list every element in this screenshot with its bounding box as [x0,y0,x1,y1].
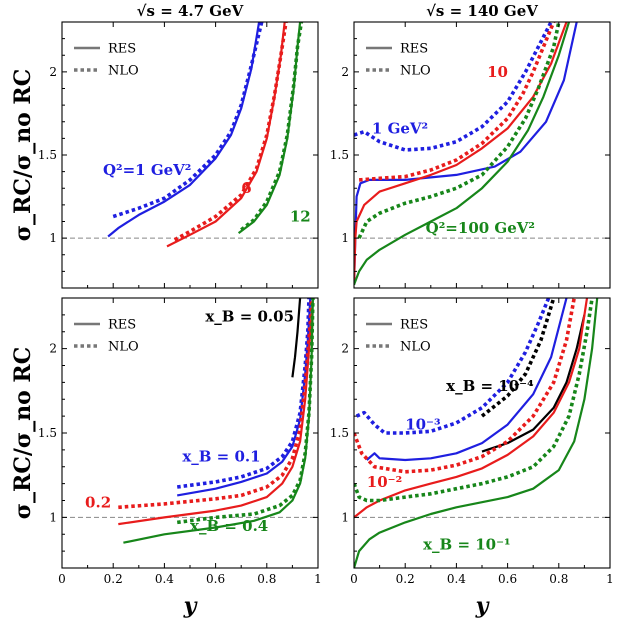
x-tick-label: 0.6 [498,572,517,586]
series-nlo-red [354,298,576,474]
x-tick-label: 0.2 [104,572,123,586]
series-nlo-red [118,298,314,510]
series-res-blue [177,298,312,497]
legend: RES NLO [366,42,431,79]
y-tick-label: 1.5 [38,148,57,162]
series-group [354,22,578,286]
curve-label: x_B = 0.4 [190,517,268,535]
x-tick-label: 0.8 [549,572,568,586]
curve-label: 1 GeV² [372,119,428,137]
curve-label: 10⁻² [367,473,402,491]
legend-label-nlo: NLO [400,340,431,355]
x-tick-label: 0.6 [206,572,225,586]
y-tick-label: 2 [341,342,349,356]
curve-label: x_B = 10⁻¹ [423,535,511,553]
y-tick-label: 1 [341,510,349,524]
x-tick-label: 0.4 [155,572,174,586]
panel-title: √s = 4.7 GeV [137,2,244,20]
y-tick-label: 1 [49,510,57,524]
series-res-red [166,22,286,248]
panel-2: 1 1.5 2 √s = 140 GeV RES NLO 10 1 GeV² Q²=100 Ge… [330,2,611,289]
legend-label-res: RES [108,318,136,333]
legend: RES NLO [74,42,139,79]
legend: RES NLO [74,318,139,355]
legend-label-res: RES [108,42,136,57]
panel-title: √s = 140 GeV [426,2,538,20]
series-nlo-green [176,298,315,525]
series-nlo-green [354,298,594,503]
curve-label: 12 [290,208,311,226]
series-nlo-green [240,22,304,232]
y-axis-label-bottom: σ_RC/σ_no RC [10,347,36,519]
curve-label: 10 [487,63,508,81]
curve-label: 6 [241,179,251,197]
x-tick-label: 0 [350,572,358,586]
series-nlo-red [358,22,556,182]
x-tick-label: 0 [58,572,66,586]
legend-label-nlo: NLO [400,64,431,79]
y-axis-label-top: σ_RC/σ_no RC [10,69,36,241]
curve-label: Q²=1 GeV² [103,161,191,179]
x-tick-label: 1 [606,572,614,586]
series-res-green [354,22,571,286]
series-nlo-red [173,22,288,242]
series-res-black [291,298,302,378]
y-tick-label: 2 [49,342,57,356]
series-res-red [118,298,314,526]
legend-label-res: RES [400,318,428,333]
x-tick-label: 0.8 [257,572,276,586]
y-tick-label: 2 [341,65,349,79]
curve-label: x_B = 10⁻⁴ [446,377,534,395]
plot-frame [353,21,611,289]
panel-4: 0 0.2 0.4 0.6 0.8 1 1 1.5 2 RES NLO x_B = 10⁻⁴ 10⁻³ 1… [330,297,614,586]
y-tick-label: 1.5 [330,148,349,162]
x-tick-label: 1 [314,572,322,586]
legend-label-nlo: NLO [108,340,139,355]
x-tick-label: 0.4 [447,572,466,586]
x-axis-label-left: y [183,593,199,619]
curve-label: Q²=100 GeV² [426,219,535,237]
series-nlo-black [480,298,556,418]
y-tick-label: 1 [49,231,57,245]
y-tick-label: 1.5 [38,426,57,440]
series-group [354,298,599,568]
curve-label: x_B = 0.1 [182,448,260,466]
legend: RES NLO [366,318,431,355]
series-res-blue [354,22,578,285]
series-nlo-blue [354,22,553,152]
legend-label-nlo: NLO [108,64,139,79]
series-res-blue [366,298,568,462]
x-axis-label-right: y [475,593,491,619]
series-group [118,298,315,544]
panel-1: 1 1.5 2 √s = 4.7 GeV RES NLO Q²=1 GeV² 6 12 [38,2,319,289]
series-res-black [481,314,586,453]
curve-label: 10⁻³ [405,416,440,434]
legend-label-res: RES [400,42,428,57]
curve-label: x_B = 0.05 [205,308,294,326]
y-tick-label: 1.5 [330,426,349,440]
series-nlo-blue [355,298,551,435]
panel-3: 0 0.2 0.4 0.6 0.8 1 1 1.5 2 RES NLO x_B = 0.05 x_B =… [38,297,322,586]
y-tick-label: 2 [49,65,57,79]
series-group [107,22,304,248]
y-tick-label: 1 [341,231,349,245]
curve-label: 0.2 [85,493,111,511]
series-nlo-green [357,22,561,239]
series-res-green [354,298,599,568]
x-tick-label: 0.2 [396,572,415,586]
